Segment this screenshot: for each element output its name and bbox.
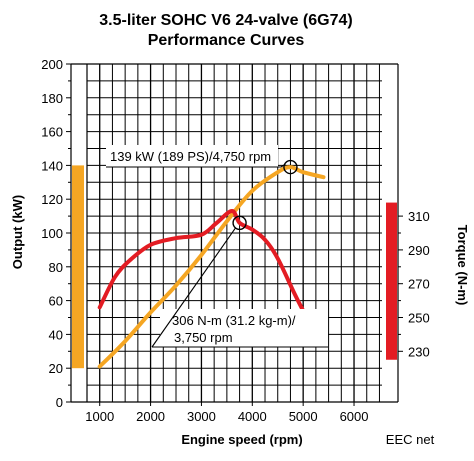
- annotations: 139 kW (189 PS)/4,750 rpm 306 N-m (31.2 k…: [106, 145, 328, 348]
- peak-torque-leader: [151, 227, 237, 348]
- peak-torque-marker: [232, 215, 247, 231]
- y-right-tick-label: 310: [408, 209, 430, 224]
- peak-output-label-bg: [106, 145, 278, 167]
- y-left-tick-label: 140: [41, 158, 63, 173]
- y-left-tick-label: 180: [41, 91, 63, 106]
- chart-subtitle: Performance Curves: [148, 32, 305, 49]
- series-line-output: [97, 165, 326, 369]
- y-left-tick-label: 200: [41, 57, 63, 72]
- grid: [87, 63, 382, 403]
- y-left-tick-label: 120: [41, 192, 63, 207]
- peak-torque-label-line2: 3,750 rpm: [174, 330, 233, 345]
- series-lines: [97, 165, 326, 369]
- y-left-tick-label: 60: [49, 294, 63, 309]
- y-right-tick-label: 250: [408, 311, 430, 326]
- left-output-band: [72, 165, 84, 369]
- peak-output-marker: [283, 159, 298, 175]
- eec-net-note: EEC net: [386, 432, 435, 447]
- peak-torque-label: 306 N-m (31.2 kg-m)/: [172, 313, 296, 328]
- x-tick-label: 4000: [238, 409, 267, 424]
- y-left-tick-label: 100: [41, 226, 63, 241]
- x-tick-label: 1000: [85, 409, 114, 424]
- axis-bands: [72, 165, 397, 369]
- y-right-tick-label: 290: [408, 243, 430, 258]
- peak-torque-label-bg: [160, 309, 328, 347]
- y-left-tick-label: 160: [41, 125, 63, 140]
- y-right-tick-label: 270: [408, 277, 430, 292]
- x-tick-label: 2000: [136, 409, 165, 424]
- right-torque-band: [386, 202, 397, 360]
- x-tick-label: 3000: [187, 409, 216, 424]
- y-left-tick-label: 20: [49, 361, 63, 376]
- y-left-tick-label: 0: [56, 395, 63, 410]
- y-left-tick-label: 40: [49, 327, 63, 342]
- series-line-torque: [97, 209, 326, 344]
- y-axis-left-label: Output (kW): [10, 195, 25, 269]
- y-right-tick-label: 230: [408, 344, 430, 359]
- x-tick-label: 5000: [289, 409, 318, 424]
- chart-title: 3.5-liter SOHC V6 24-valve (6G74): [99, 12, 352, 29]
- y-left-tick-label: 80: [49, 260, 63, 275]
- x-axis-label: Engine speed (rpm): [181, 432, 302, 447]
- peak-output-label: 139 kW (189 PS)/4,750 rpm: [110, 149, 271, 164]
- y-axis-right-label: Torque (N-m): [455, 225, 470, 306]
- peak-output-leader: [280, 163, 286, 168]
- x-tick-label: 6000: [340, 409, 369, 424]
- axes: 0 20 40 60 80 100 120 140 160 180 200 230 250 270 290 3…: [41, 57, 429, 424]
